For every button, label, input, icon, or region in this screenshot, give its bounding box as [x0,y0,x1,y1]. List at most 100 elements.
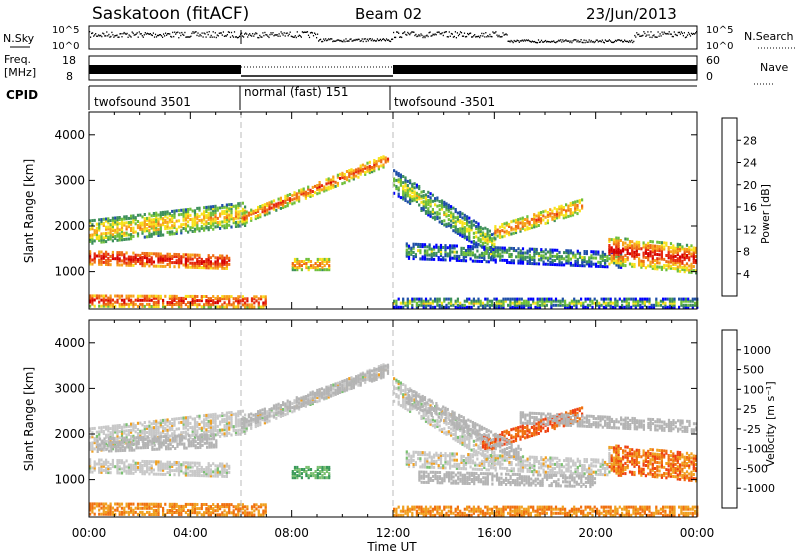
power-cell [152,224,155,228]
power-cell [635,242,638,246]
power-cell [604,261,607,265]
power-cell [189,207,192,211]
power-cell [493,242,496,246]
nsky-point [471,36,473,38]
power-cell [450,205,453,209]
nsky-point [355,38,357,41]
power-cell [228,223,231,227]
nsky-point [561,41,563,43]
power-cell [293,268,297,272]
power-cell [418,187,421,191]
power-cell [341,171,344,175]
power-cell [336,181,339,185]
power-cell [611,301,615,305]
nsky-point [277,35,279,37]
power-cell [216,206,219,210]
power-cell [175,294,178,298]
power-cell [520,301,523,305]
velocity-cell [196,423,199,427]
power-cell [345,176,349,180]
power-cell [111,302,114,306]
power-cell [410,250,413,254]
velocity-cell [216,466,219,470]
nsky-point [304,31,306,33]
power-cell [125,231,128,235]
power-cell [571,203,575,207]
velocity-cell [189,469,192,473]
power-cell [662,299,665,303]
power-cell [669,246,673,250]
power-cell [95,226,98,230]
power-cell [624,241,627,245]
velocity-cell [125,423,128,427]
power-cell [237,222,240,226]
power-cell [574,200,577,204]
power-cell [517,261,520,265]
nsky-point [565,39,567,41]
power-cell [438,299,441,303]
power-cell [501,258,504,262]
power-cell [491,299,494,303]
power-cell [430,247,433,251]
power-cell [123,238,126,241]
power-cell [632,299,635,303]
power-cell [241,222,244,226]
power-cell [214,213,217,216]
nsky-point [448,31,450,33]
power-cell [212,221,215,225]
power-cell [665,268,668,272]
power-cell [130,259,133,263]
power-cell [109,225,112,229]
power-cell [123,257,126,261]
power-cell [446,246,449,250]
power-cell [166,263,169,266]
velocity-cell [130,434,133,438]
power-cell [539,211,543,214]
power-cell [193,261,197,265]
power-cell [676,242,679,246]
velocity-cell [102,425,105,429]
power-cell [155,211,158,215]
power-cell [230,217,233,221]
velocity-cell [225,434,228,438]
power-cell [120,230,124,233]
velocity-cell [166,424,169,428]
velocity-cell [168,434,171,438]
power-cell [672,267,675,270]
nsky-point [525,39,527,41]
power-cell [526,221,529,225]
power-cell [89,221,92,225]
nsky-point [297,35,299,37]
power-cell [496,234,499,238]
power-cell [692,246,695,250]
power-cell [321,260,324,263]
power-cell [494,227,497,231]
power-cell [617,249,620,253]
power-cell [123,302,126,306]
velocity-cell [162,421,165,424]
nsky-point [305,31,308,33]
power-cell [421,255,424,259]
power-cell [501,235,504,239]
power-cell [640,259,643,263]
power-cell [98,296,101,300]
velocity-cell [136,461,140,465]
power-cell [130,261,133,265]
velocity-cell [146,468,149,472]
velocity-cell [193,473,197,477]
nsky-point [578,41,580,43]
nsky-point [598,40,600,42]
power-cell [120,232,124,236]
nsky-point [358,38,360,41]
power-cell [556,257,559,260]
power-cell [175,227,178,231]
power-cell [116,224,119,228]
nsky-point [385,38,388,40]
power-cell [583,264,586,268]
power-cell [373,161,376,164]
power-cell [291,202,294,206]
power-cell [454,222,457,226]
power-cell [440,222,444,225]
power-cell [443,305,446,309]
power-cell [193,297,197,300]
